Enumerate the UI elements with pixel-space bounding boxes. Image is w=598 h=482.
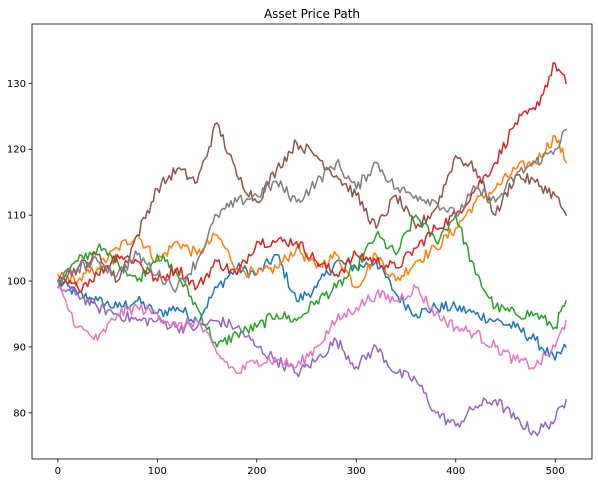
x-tick-label: 200	[247, 466, 266, 477]
x-tick-label: 400	[446, 466, 465, 477]
series-line-5	[57, 282, 567, 437]
series-line-1	[57, 253, 567, 361]
series-line-8	[57, 128, 567, 293]
y-tick-label: 130	[7, 79, 26, 90]
y-tick-label: 80	[13, 408, 26, 419]
series-line-4	[57, 62, 567, 293]
series-line-7	[57, 284, 567, 375]
chart-title: Asset Price Path	[264, 7, 360, 21]
x-tick-label: 500	[546, 466, 565, 477]
y-tick-label: 90	[13, 342, 26, 353]
x-tick-label: 0	[55, 466, 61, 477]
series-line-6	[57, 122, 567, 286]
y-tick-label: 110	[7, 211, 26, 222]
series-line-3	[57, 214, 567, 348]
series-line-2	[57, 134, 567, 289]
axes-layer: 0 100 200 300 400 500 80 90 100 110 120 130	[7, 23, 593, 477]
x-tick-label: 300	[347, 466, 366, 477]
series-layer	[57, 62, 567, 437]
y-tick-label: 100	[7, 277, 26, 288]
x-tick-label: 100	[148, 466, 167, 477]
y-tick-label: 120	[7, 145, 26, 156]
plot-frame	[31, 23, 593, 460]
